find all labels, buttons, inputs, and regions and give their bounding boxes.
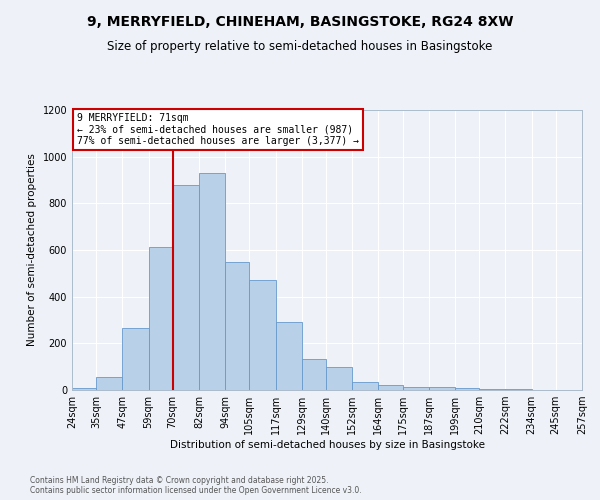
Bar bbox=[455, 388, 479, 390]
Bar bbox=[379, 385, 403, 390]
Bar bbox=[429, 387, 455, 390]
Bar bbox=[96, 377, 122, 390]
Bar bbox=[149, 246, 173, 390]
Bar bbox=[326, 366, 352, 390]
Bar bbox=[199, 173, 225, 390]
Bar bbox=[479, 389, 505, 390]
Bar bbox=[225, 262, 249, 390]
Bar bbox=[173, 184, 199, 390]
Bar bbox=[403, 386, 429, 390]
Text: 9, MERRYFIELD, CHINEHAM, BASINGSTOKE, RG24 8XW: 9, MERRYFIELD, CHINEHAM, BASINGSTOKE, RG… bbox=[87, 15, 513, 29]
Text: Size of property relative to semi-detached houses in Basingstoke: Size of property relative to semi-detach… bbox=[107, 40, 493, 53]
Bar bbox=[352, 382, 379, 390]
Text: 9 MERRYFIELD: 71sqm
← 23% of semi-detached houses are smaller (987)
77% of semi-: 9 MERRYFIELD: 71sqm ← 23% of semi-detach… bbox=[77, 113, 359, 146]
Y-axis label: Number of semi-detached properties: Number of semi-detached properties bbox=[27, 154, 37, 346]
Bar bbox=[122, 328, 149, 390]
X-axis label: Distribution of semi-detached houses by size in Basingstoke: Distribution of semi-detached houses by … bbox=[170, 440, 485, 450]
Bar bbox=[72, 388, 96, 390]
Bar bbox=[275, 322, 302, 390]
Text: Contains HM Land Registry data © Crown copyright and database right 2025.
Contai: Contains HM Land Registry data © Crown c… bbox=[30, 476, 362, 495]
Bar bbox=[249, 280, 275, 390]
Bar bbox=[302, 358, 326, 390]
